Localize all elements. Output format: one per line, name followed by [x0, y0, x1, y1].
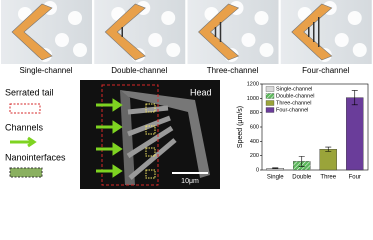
motor [104, 3, 146, 61]
micrograph: Head 10μm [80, 80, 220, 189]
channel-icon [10, 136, 37, 148]
y-tick-label: 1200 [247, 81, 259, 87]
nano-icon [9, 167, 43, 178]
particle [241, 33, 256, 47]
y-tick-label: 1000 [247, 96, 259, 102]
y-tick-label: 800 [250, 110, 259, 116]
particle [334, 33, 349, 47]
error-bar [351, 90, 358, 106]
particle [254, 11, 269, 25]
legend-text: Nanointerfaces [5, 152, 66, 162]
x-tick-label: Double [292, 175, 312, 181]
panel-label: Double-channel [111, 66, 167, 75]
legend-label: Three-channel [276, 100, 311, 106]
error-bar [325, 146, 332, 152]
x-tick-label: Single [267, 175, 284, 181]
bar [319, 149, 337, 171]
x-tick-label: Three [320, 175, 336, 181]
y-tick-label: 400 [250, 139, 259, 145]
panel-label: Three-channel [207, 66, 259, 75]
particle [259, 43, 274, 57]
panel: Double-channel [94, 0, 186, 75]
bar [346, 97, 364, 171]
particle [55, 33, 69, 47]
particle [352, 43, 367, 57]
particle [161, 11, 176, 25]
head-label: Head [190, 87, 212, 97]
particle [166, 43, 181, 57]
legend-label: Four-channel [276, 107, 308, 113]
motor [198, 3, 240, 61]
bar-chart: 0 200 400 600 800 1000 1200 Speed (μm/s) Single D… [237, 81, 369, 181]
tail-icon [9, 103, 41, 114]
legend-swatch [265, 107, 275, 113]
figure: Single-channel Double-channel Three-channe… [1, 0, 372, 189]
legend-label: Double-channel [276, 93, 315, 99]
legend-text: Serrated tail [5, 87, 54, 97]
legend-text: Channels [5, 122, 44, 132]
scale-label: 10μm [181, 178, 199, 185]
y-axis-label: Speed (μm/s) [237, 106, 244, 148]
panel-label: Four-channel [302, 66, 349, 75]
particle [73, 43, 87, 57]
particle [148, 33, 163, 47]
panel: Four-channel [280, 0, 372, 75]
y-tick-label: 200 [250, 153, 259, 159]
panel-label: Single-channel [20, 66, 73, 75]
legend-swatch [265, 86, 275, 92]
motor [11, 3, 53, 61]
panel: Three-channel [187, 0, 279, 75]
error-bar [272, 167, 279, 169]
y-tick-label: 600 [250, 124, 259, 130]
error-bar [298, 156, 305, 167]
legend-hatch [266, 93, 274, 99]
x-tick-label: Four [349, 175, 361, 181]
legend-label: Single-channel [276, 86, 312, 92]
legend-swatch [265, 100, 275, 106]
particle [68, 11, 82, 25]
y-tick-label: 0 [256, 167, 259, 173]
particle [347, 11, 362, 25]
motor [291, 3, 333, 61]
panel: Single-channel [1, 0, 92, 75]
panel-row: Single-channel Double-channel Three-channe… [1, 0, 372, 75]
